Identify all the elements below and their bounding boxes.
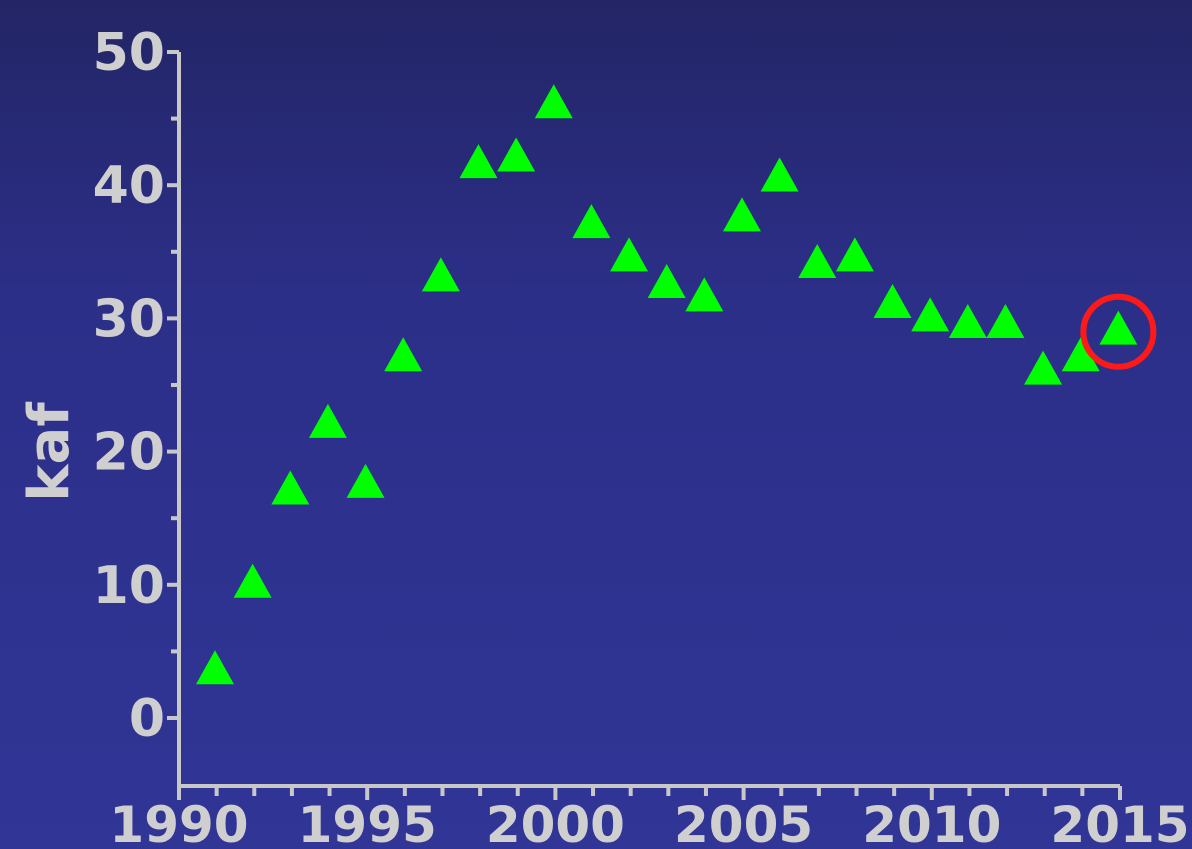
data-point-triangle bbox=[346, 463, 385, 498]
data-point-triangle bbox=[911, 297, 950, 332]
y-tick-label: 0 bbox=[129, 689, 165, 749]
x-tick-label: 2010 bbox=[862, 796, 1001, 849]
data-point-triangle bbox=[196, 650, 234, 685]
x-tick-label: 1990 bbox=[109, 796, 248, 849]
data-point-triangle bbox=[1024, 350, 1063, 385]
data-point-triangle bbox=[760, 157, 799, 192]
y-tick-label: 20 bbox=[93, 423, 165, 483]
data-point-triangle bbox=[685, 277, 724, 312]
data-point-triangle bbox=[459, 144, 498, 179]
y-tick-label: 10 bbox=[93, 556, 165, 616]
data-point-triangle bbox=[610, 237, 649, 272]
data-point-triangle bbox=[233, 563, 272, 598]
data-point-triangle bbox=[271, 470, 310, 505]
data-point-triangle bbox=[1099, 310, 1138, 345]
data-point-triangle bbox=[948, 303, 987, 338]
y-tick-label: 50 bbox=[93, 23, 165, 83]
x-tick-label: 1995 bbox=[298, 796, 437, 849]
data-point-triangle bbox=[572, 204, 611, 239]
data-point-triangle bbox=[722, 197, 761, 232]
data-point-triangle bbox=[835, 237, 874, 272]
data-point-triangle bbox=[308, 403, 347, 438]
data-point-triangle bbox=[1061, 337, 1100, 372]
data-point-triangle bbox=[873, 284, 912, 318]
x-tick-label: 2005 bbox=[674, 796, 813, 849]
data-point-triangle bbox=[421, 257, 460, 292]
data-point-triangle bbox=[497, 137, 536, 172]
data-point-triangle bbox=[534, 84, 573, 119]
x-tick-label: 2015 bbox=[1050, 796, 1189, 849]
y-tick-label: 30 bbox=[93, 289, 165, 349]
data-point-triangle bbox=[986, 303, 1025, 338]
highlight-circle bbox=[1080, 293, 1157, 370]
data-point-triangle bbox=[647, 264, 686, 299]
data-point-triangle bbox=[384, 337, 423, 372]
y-tick-label: 40 bbox=[93, 156, 165, 216]
y-axis-label: kaf bbox=[17, 402, 82, 502]
data-point-triangle bbox=[798, 244, 837, 279]
x-tick-label: 2000 bbox=[486, 796, 625, 849]
